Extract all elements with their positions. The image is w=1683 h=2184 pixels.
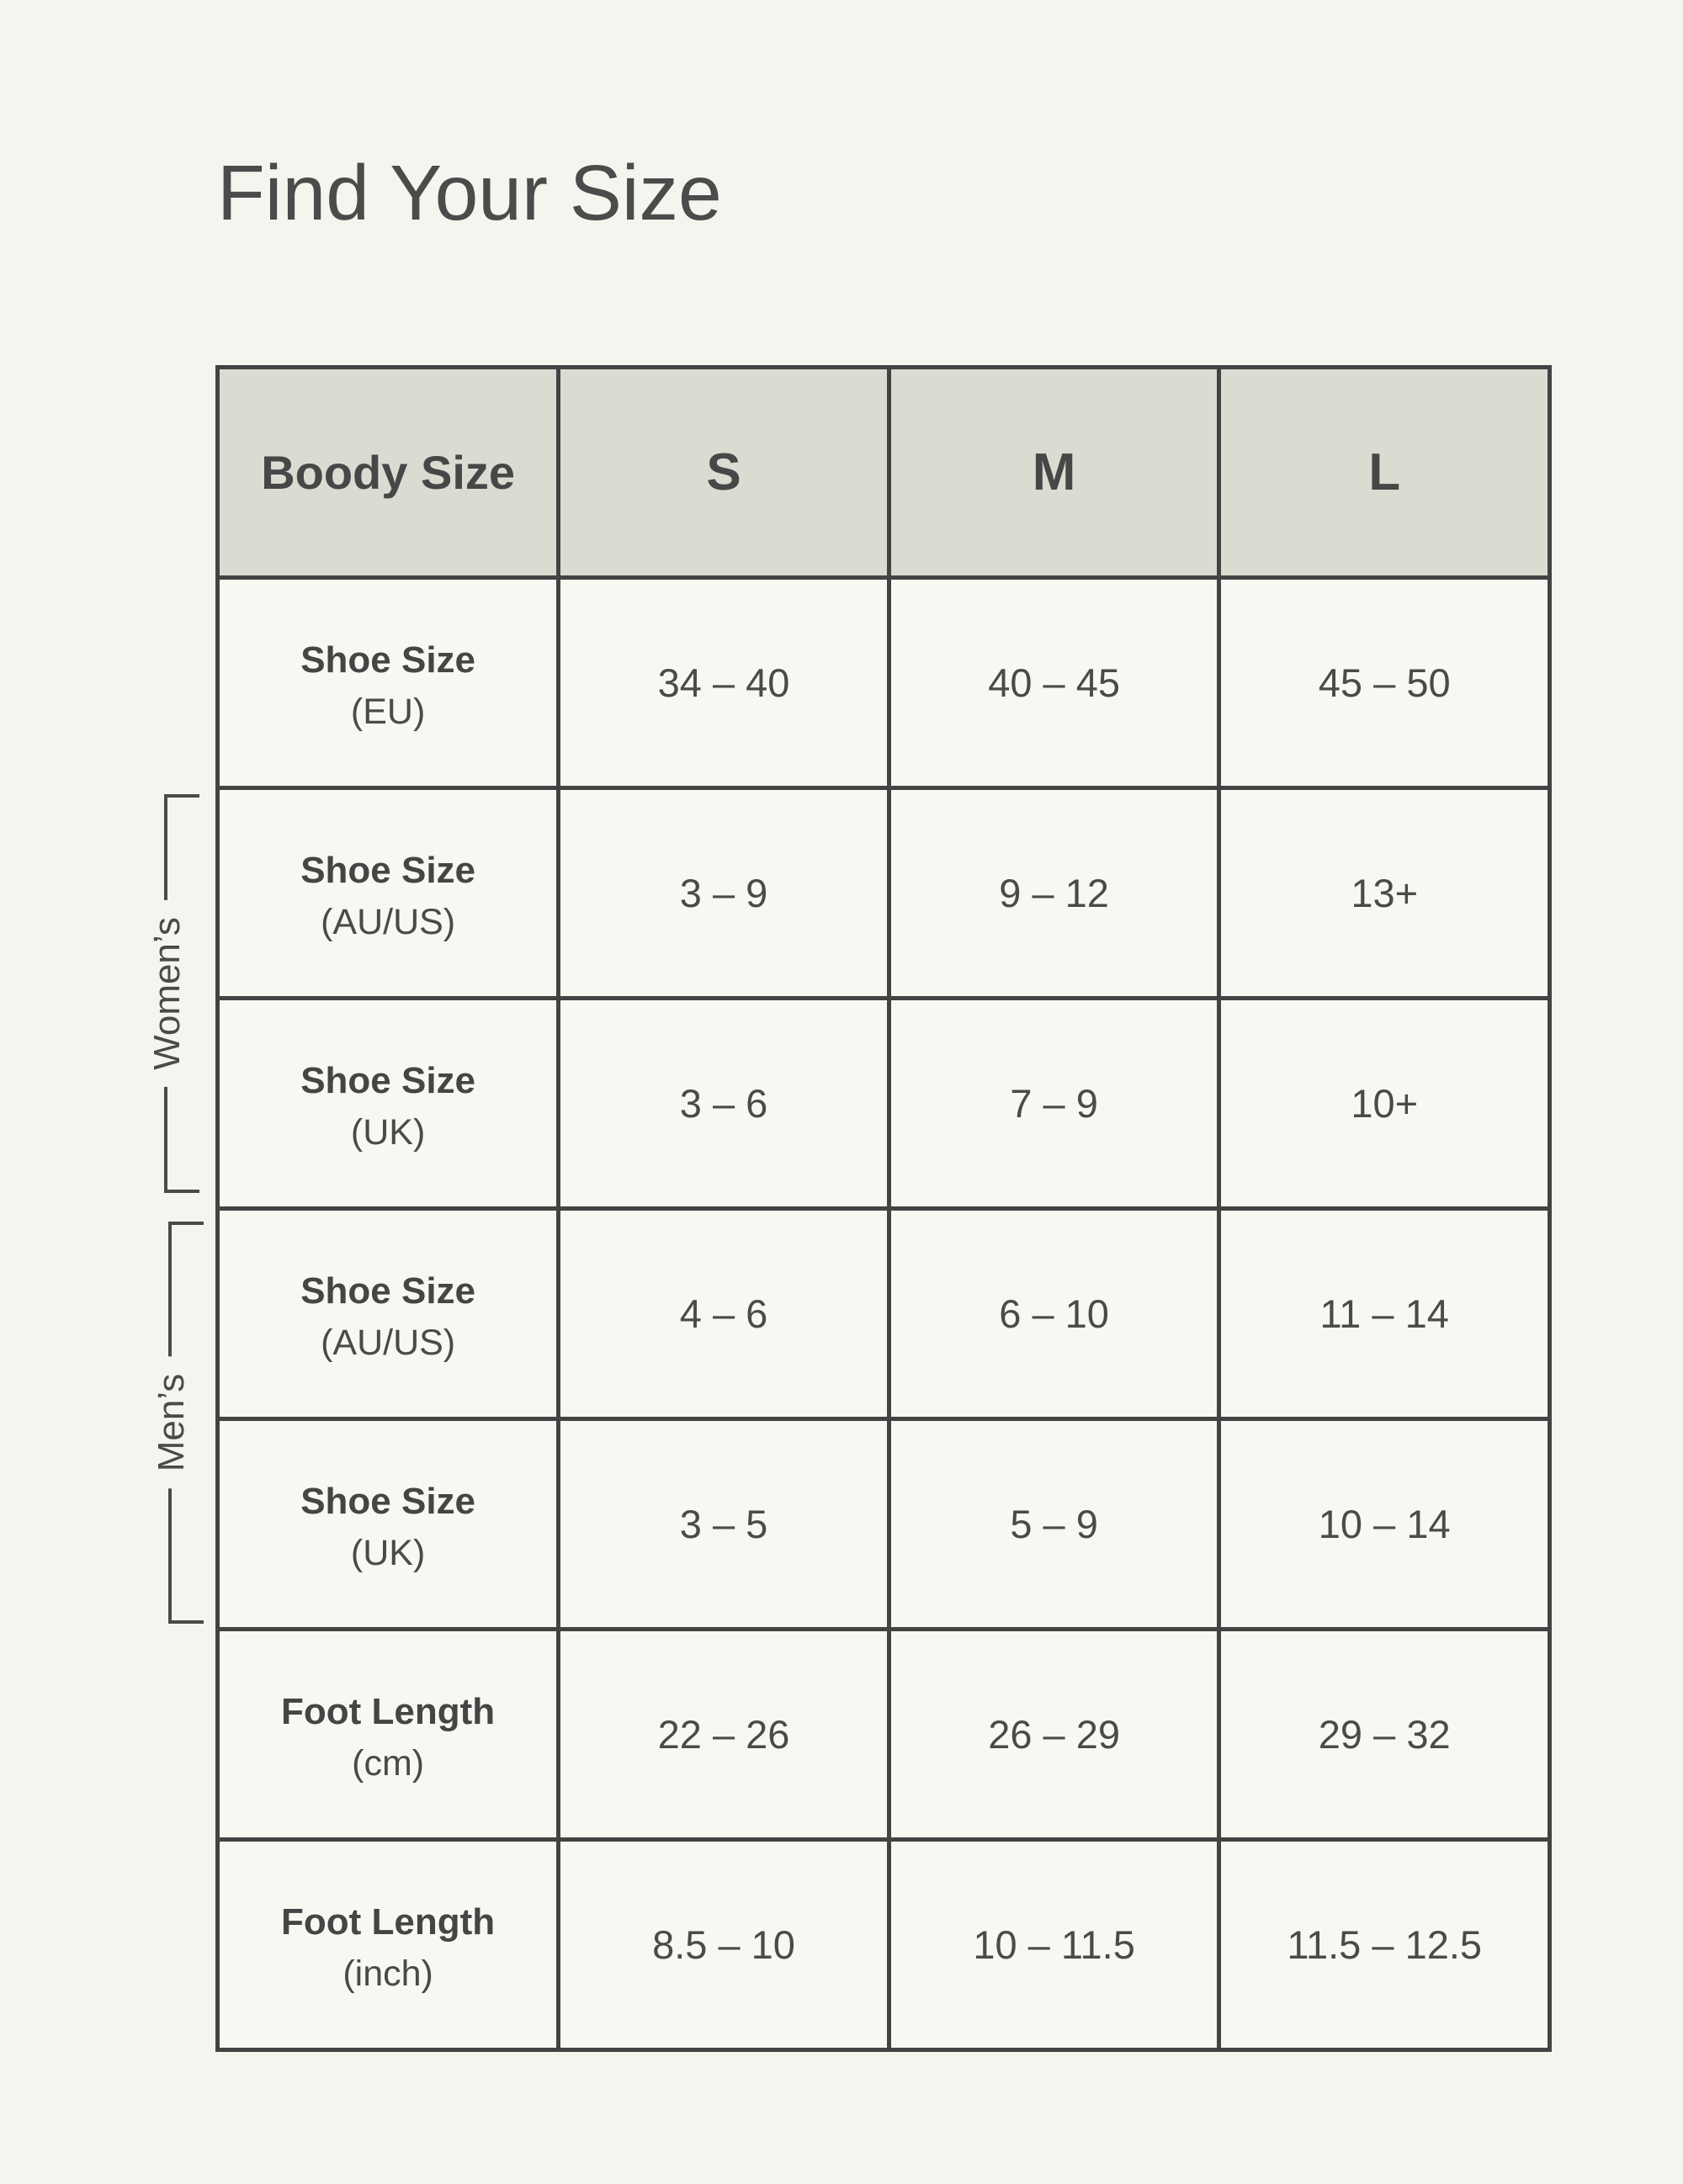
cell-value: 40 – 45 [886, 575, 1222, 790]
row-label-cell: Shoe Size (EU) [215, 575, 561, 790]
row-sublabel: (cm) [352, 1743, 425, 1784]
row-label-cell: Shoe Size (AU/US) [215, 1206, 561, 1421]
header-size-m: M [886, 365, 1222, 580]
row-label: Shoe Size [300, 1270, 476, 1312]
table-row-mens-shoe-size-uk: Shoe Size (UK) 3 – 5 5 – 9 10 – 14 [215, 1417, 1552, 1631]
row-label: Foot Length [281, 1690, 496, 1732]
header-size-s: S [556, 365, 891, 580]
bracket-tick [172, 1620, 204, 1624]
cell-value: 4 – 6 [556, 1206, 891, 1421]
cell-value: 10+ [1217, 996, 1552, 1211]
cell-value: 13+ [1217, 786, 1552, 1000]
row-label-cell: Shoe Size (UK) [215, 1417, 561, 1631]
cell-value: 11 – 14 [1217, 1206, 1552, 1421]
row-sublabel: (AU/US) [321, 902, 456, 943]
cell-value: 22 – 26 [556, 1627, 891, 1842]
mens-rows-bracket: Men’s [146, 1222, 204, 1624]
row-label: Shoe Size [300, 1480, 476, 1522]
row-label: Foot Length [281, 1900, 496, 1943]
cell-value: 45 – 50 [1217, 575, 1552, 790]
row-label-cell: Shoe Size (UK) [215, 996, 561, 1211]
header-row: Boody Size S M L [215, 365, 1552, 580]
table-row-womens-shoe-size-auus: Shoe Size (AU/US) 3 – 9 9 – 12 13+ [215, 786, 1552, 1000]
size-chart-table: Boody Size S M L Shoe Size (EU) 34 – 40 … [215, 365, 1552, 2052]
table-row-foot-length-cm: Foot Length (cm) 22 – 26 26 – 29 29 – 32 [215, 1627, 1552, 1842]
cell-value: 3 – 6 [556, 996, 891, 1211]
cell-value: 11.5 – 12.5 [1217, 1837, 1552, 2052]
row-sublabel: (inch) [342, 1953, 433, 1995]
row-label: Shoe Size [300, 849, 476, 891]
table-row-womens-shoe-size-uk: Shoe Size (UK) 3 – 6 7 – 9 10+ [215, 996, 1552, 1211]
table-row-foot-length-inch: Foot Length (inch) 8.5 – 10 10 – 11.5 11… [215, 1837, 1552, 2052]
cell-value: 9 – 12 [886, 786, 1222, 1000]
row-sublabel: (UK) [350, 1112, 426, 1153]
bracket-tick [167, 794, 199, 798]
header-boody-size: Boody Size [215, 365, 561, 580]
cell-value: 5 – 9 [886, 1417, 1222, 1631]
row-sublabel: (AU/US) [321, 1323, 456, 1364]
row-sublabel: (UK) [350, 1533, 426, 1574]
row-label-cell: Foot Length (inch) [215, 1837, 561, 2052]
row-label: Shoe Size [300, 1059, 476, 1101]
cell-value: 34 – 40 [556, 575, 891, 790]
cell-value: 3 – 9 [556, 786, 891, 1000]
row-label-cell: Foot Length (cm) [215, 1627, 561, 1842]
row-label: Shoe Size [300, 639, 476, 681]
table-row-shoe-size-eu: Shoe Size (EU) 34 – 40 40 – 45 45 – 50 [215, 575, 1552, 790]
cell-value: 26 – 29 [886, 1627, 1222, 1842]
header-size-l: L [1217, 365, 1552, 580]
cell-value: 29 – 32 [1217, 1627, 1552, 1842]
cell-value: 7 – 9 [886, 996, 1222, 1211]
cell-value: 3 – 5 [556, 1417, 891, 1631]
row-sublabel: (EU) [350, 692, 426, 733]
row-label-cell: Shoe Size (AU/US) [215, 786, 561, 1000]
womens-bracket-label: Women’s [141, 900, 194, 1087]
cell-value: 8.5 – 10 [556, 1837, 891, 2052]
cell-value: 6 – 10 [886, 1206, 1222, 1421]
cell-value: 10 – 14 [1217, 1417, 1552, 1631]
cell-value: 10 – 11.5 [886, 1837, 1222, 2052]
bracket-tick [172, 1222, 204, 1225]
page-title: Find Your Size [217, 149, 722, 236]
table-row-mens-shoe-size-auus: Shoe Size (AU/US) 4 – 6 6 – 10 11 – 14 [215, 1206, 1552, 1421]
womens-rows-bracket: Women’s [141, 794, 199, 1193]
mens-bracket-label: Men’s [146, 1356, 198, 1489]
bracket-tick [167, 1190, 199, 1193]
